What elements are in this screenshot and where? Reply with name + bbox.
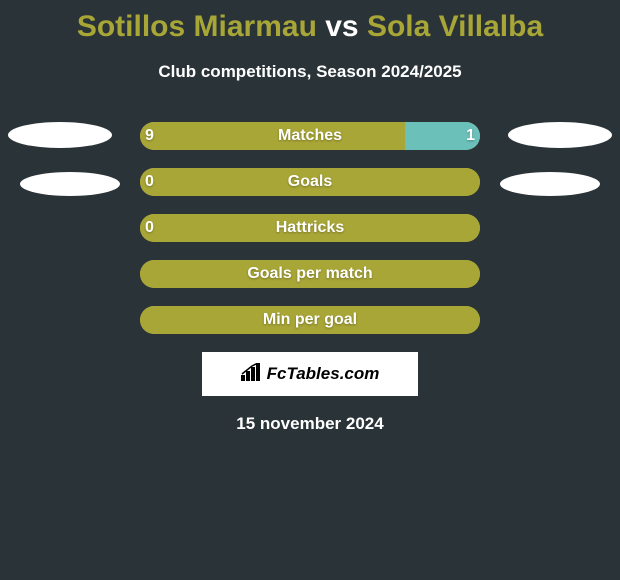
stat-label: Goals per match [140,260,480,288]
stat-value-left: 0 [145,214,154,242]
comparison-title: Sotillos Miarmau vs Sola Villalba [0,0,620,44]
footer-date: 15 november 2024 [0,414,620,434]
player1-name: Sotillos Miarmau [77,10,317,43]
brand-badge: FcTables.com [202,352,418,396]
stat-value-right: 1 [466,122,475,150]
stat-value-left: 0 [145,168,154,196]
stat-row: Min per goal [0,306,620,334]
comparison-chart: Matches91Goals0Hattricks0Goals per match… [0,122,620,334]
stat-row: Goals per match [0,260,620,288]
stat-label: Min per goal [140,306,480,334]
stat-label: Matches [140,122,480,150]
brand-chart-icon [241,363,263,386]
player2-name: Sola Villalba [367,10,543,43]
subtitle: Club competitions, Season 2024/2025 [0,62,620,82]
stat-label: Hattricks [140,214,480,242]
stat-row: Hattricks0 [0,214,620,242]
vs-label: vs [325,10,358,43]
stat-value-left: 9 [145,122,154,150]
stat-row: Matches9 1 [0,122,620,150]
stat-row: Goals0 [0,168,620,196]
stat-label: Goals [140,168,480,196]
brand-text: FcTables.com [267,364,380,384]
